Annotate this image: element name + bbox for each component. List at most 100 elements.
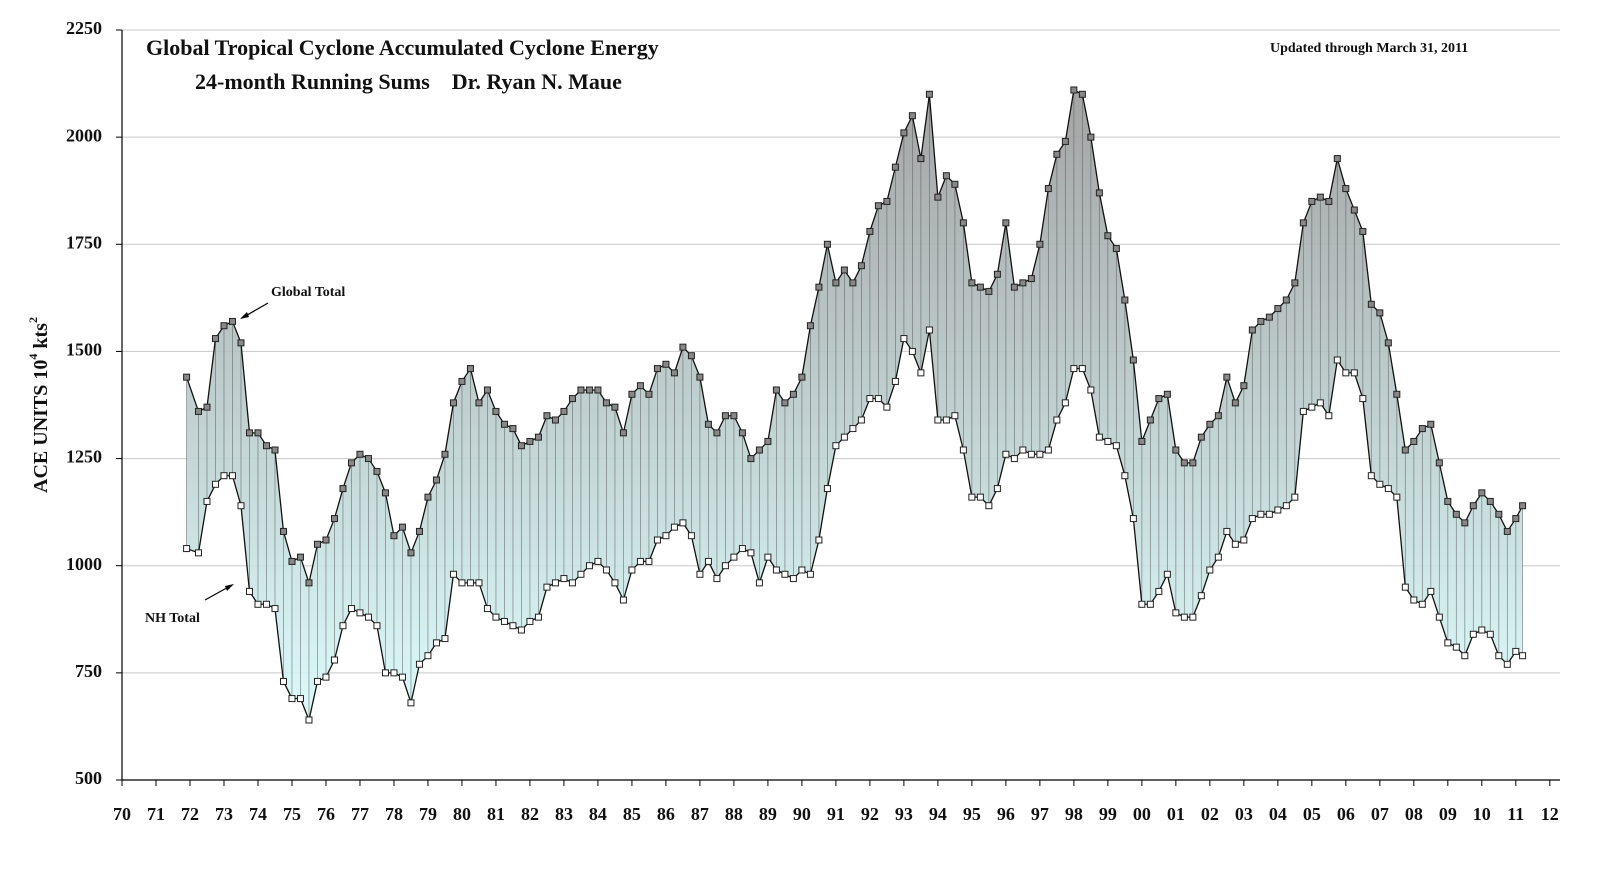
marker [781, 570, 789, 578]
x-tick-label: 78 [385, 804, 403, 824]
marker [296, 695, 304, 703]
marker [390, 669, 398, 677]
marker [866, 395, 874, 403]
marker [602, 399, 610, 407]
arrowhead [225, 584, 234, 591]
marker [492, 613, 500, 621]
marker [849, 279, 857, 287]
marker [594, 557, 602, 565]
x-tick-label: 06 [1337, 804, 1355, 824]
marker [883, 197, 891, 205]
marker [1410, 596, 1418, 604]
x-tick-label: 91 [827, 804, 845, 824]
marker [330, 656, 338, 664]
marker [1129, 515, 1137, 523]
marker [279, 527, 287, 535]
marker [288, 557, 296, 565]
marker [738, 545, 746, 553]
marker [696, 373, 704, 381]
marker [985, 502, 993, 510]
x-tick-label: 96 [997, 804, 1015, 824]
marker [1027, 450, 1035, 458]
marker [1214, 553, 1222, 561]
marker [815, 536, 823, 544]
marker [747, 455, 755, 463]
marker [908, 112, 916, 120]
x-tick-label: 00 [1133, 804, 1151, 824]
marker [517, 442, 525, 450]
marker [1172, 446, 1180, 454]
marker [823, 485, 831, 493]
marker [313, 540, 321, 548]
x-tick-label: 07 [1371, 804, 1389, 824]
marker [721, 412, 729, 420]
marker [942, 416, 950, 424]
marker [390, 532, 398, 540]
marker [237, 339, 245, 347]
marker [755, 579, 763, 587]
marker [1214, 412, 1222, 420]
marker [568, 395, 576, 403]
chart-title: Global Tropical Cyclone Accumulated Cycl… [146, 35, 659, 60]
marker [670, 523, 678, 531]
marker [764, 553, 772, 561]
y-tick-label: 2000 [66, 125, 102, 145]
x-tick-label: 87 [691, 804, 709, 824]
marker [1401, 446, 1409, 454]
marker [619, 596, 627, 604]
marker [1350, 206, 1358, 214]
x-tick-label: 97 [1031, 804, 1049, 824]
marker [1112, 245, 1120, 253]
marker [194, 549, 202, 557]
marker [1231, 399, 1239, 407]
x-tick-label: 71 [147, 804, 165, 824]
marker [636, 557, 644, 565]
marker [781, 399, 789, 407]
marker [449, 570, 457, 578]
marker [1291, 493, 1299, 501]
marker [951, 412, 959, 420]
marker [823, 240, 831, 248]
marker [237, 502, 245, 510]
marker [1027, 275, 1035, 283]
marker [245, 587, 253, 595]
marker [551, 579, 559, 587]
marker [1367, 472, 1375, 480]
marker [713, 429, 721, 437]
marker [211, 480, 219, 488]
marker [662, 532, 670, 540]
marker [339, 622, 347, 630]
marker [993, 270, 1001, 278]
update-note: Updated through March 31, 2011 [1270, 41, 1468, 56]
marker [543, 583, 551, 591]
x-tick-label: 12 [1541, 804, 1559, 824]
marker [934, 416, 942, 424]
marker [900, 129, 908, 137]
x-tick-label: 04 [1269, 804, 1287, 824]
x-tick-label: 85 [623, 804, 641, 824]
marker [1061, 137, 1069, 145]
marker [1486, 497, 1494, 505]
marker [543, 412, 551, 420]
marker [653, 536, 661, 544]
marker [1010, 455, 1018, 463]
marker [271, 446, 279, 454]
marker [1257, 317, 1265, 325]
marker [1299, 219, 1307, 227]
marker [1503, 527, 1511, 535]
marker [1197, 592, 1205, 600]
marker [628, 390, 636, 398]
marker [1316, 193, 1324, 201]
marker [1240, 382, 1248, 390]
chart-subtitle: 24-month Running Sums Dr. Ryan N. Maue [195, 69, 622, 94]
marker [1087, 133, 1095, 141]
y-tick-label: 1750 [66, 232, 102, 252]
marker [330, 515, 338, 523]
marker [1291, 279, 1299, 287]
marker [183, 545, 191, 553]
x-tick-label: 74 [249, 804, 267, 824]
marker [313, 677, 321, 685]
x-tick-label: 95 [963, 804, 981, 824]
marker [254, 429, 262, 437]
x-tick-label: 75 [283, 804, 301, 824]
